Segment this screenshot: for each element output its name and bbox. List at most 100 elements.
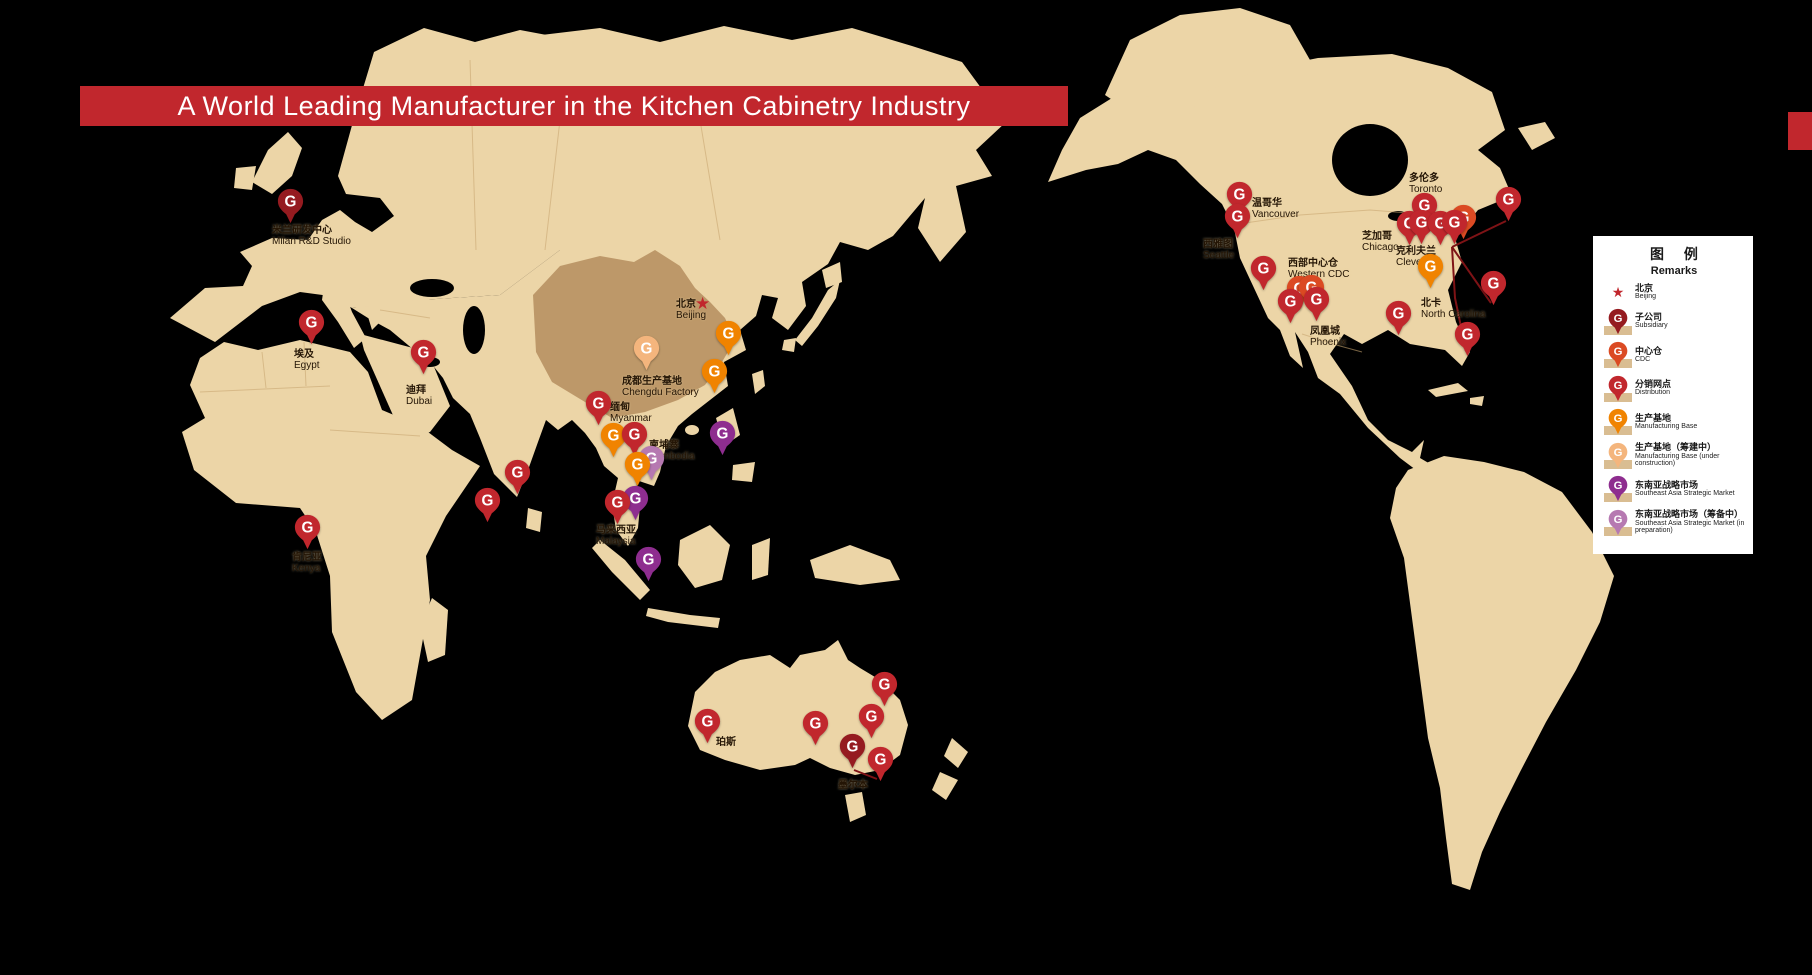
map-pin-phoenix-1[interactable]: G (1277, 288, 1304, 324)
map-pin-milan[interactable]: G (277, 188, 304, 224)
legend-pin-icon-distribution: G (1601, 375, 1635, 402)
beijing-star-icon: ★ (695, 294, 711, 313)
map-label-melbourne: 墨尔本 (838, 780, 868, 791)
map-label-chengdu: 成都生产基地 Chengdu Factory (622, 376, 699, 399)
svg-text:G: G (1448, 214, 1460, 231)
map-pin-southern-us[interactable]: G (1385, 300, 1412, 336)
map-label-vancouver: 温哥华 Vancouver (1252, 198, 1300, 221)
map-pin-phoenix-2[interactable]: G (1303, 286, 1330, 322)
legend-panel: 图 例 Remarks ★ 北京 Beijing G 子公司 Subsidiary G 中心仓… (1593, 236, 1753, 554)
svg-text:G: G (1487, 275, 1499, 292)
map-pin-cambodia[interactable]: G (621, 421, 648, 457)
svg-text:G: G (305, 314, 317, 331)
legend-pin-icon-manufacturing: G (1601, 408, 1635, 436)
svg-text:G: G (1434, 215, 1446, 232)
map-pin-bass-strait[interactable]: G (867, 746, 894, 782)
svg-text:G: G (716, 425, 728, 442)
map-pin-atlantic-south[interactable]: G (1454, 321, 1481, 357)
china-highlight-region (533, 250, 735, 418)
svg-text:G: G (301, 519, 313, 536)
map-label-toronto: 多伦多 Toronto (1409, 173, 1443, 196)
svg-text:G: G (592, 395, 604, 412)
svg-text:G: G (1284, 293, 1296, 310)
map-label-north-carolina: 北卡 North Carolina (1421, 298, 1486, 321)
map-label-egypt: 埃及 Egypt (294, 349, 320, 372)
map-pin-chengdu[interactable]: G (633, 335, 660, 371)
legend-item-sea_market: G 东南亚战略市场 Southeast Asia Strategic Market (1601, 475, 1747, 503)
map-pin-north-carolina[interactable]: G (1417, 253, 1444, 289)
map-pin-atlantic-mid[interactable]: G (1480, 270, 1507, 306)
map-pin-dubai[interactable]: G (410, 339, 437, 375)
map-label-cambodia: 柬埔寨 Cambodia (649, 440, 695, 463)
map-pin-egypt[interactable]: G (298, 309, 325, 345)
map-label-chicago: 芝加哥 Chicago (1362, 231, 1399, 254)
map-pin-myanmar[interactable]: G (585, 390, 612, 426)
map-pin-sydney[interactable]: G (858, 703, 885, 739)
svg-text:G: G (874, 751, 886, 768)
map-pin-kenya[interactable]: G (294, 514, 321, 550)
map-pin-seattle[interactable]: G (1224, 203, 1251, 239)
map-pin-vancouver[interactable]: G (1226, 181, 1253, 217)
map-pin-vietnam[interactable]: G (624, 451, 651, 487)
svg-text:G: G (417, 344, 429, 361)
svg-text:G: G (865, 708, 877, 725)
map-label-milan: 米兰研发中心 Milan R&D Studio (272, 225, 351, 248)
map-label-dubai: 迪拜 Dubai (406, 385, 433, 408)
map-pin-philippines[interactable]: G (709, 420, 736, 456)
svg-text:G: G (645, 450, 657, 467)
legend-pin-icon-manufacturing_uc: G (1601, 442, 1635, 469)
map-pin-toronto[interactable]: G (1411, 192, 1438, 228)
legend-item-sea_market_prep: G 东南亚战略市场（筹备中） Southeast Asia Strategic Ma… (1601, 509, 1747, 536)
svg-text:G: G (1424, 258, 1436, 275)
svg-text:G: G (481, 492, 493, 509)
svg-text:G: G (640, 340, 652, 357)
legend-item-manufacturing: G 生产基地 Manufacturing Base (1601, 408, 1747, 436)
map-pin-brisbane[interactable]: G (871, 671, 898, 707)
map-pin-indonesia[interactable]: G (635, 546, 662, 582)
map-pin-thailand[interactable]: G (600, 422, 627, 458)
map-pin-atlantic-north[interactable]: G (1495, 186, 1522, 222)
svg-text:G: G (629, 490, 641, 507)
svg-text:G: G (1614, 379, 1623, 391)
svg-text:G: G (1231, 208, 1243, 225)
svg-text:G: G (809, 715, 821, 732)
legend-star-icon: ★ (1611, 284, 1625, 301)
legend-rows: ★ 北京 Beijing G 子公司 Subsidiary G 中心仓 CDC G 分销网点 Dist… (1601, 283, 1747, 536)
map-pin-malaysia-market[interactable]: G (622, 485, 649, 521)
map-label-myanmar: 缅甸 Myanmar (610, 402, 652, 425)
svg-text:G: G (878, 676, 890, 693)
legend-item-star: ★ 北京 Beijing (1601, 283, 1747, 301)
map-pin-perth[interactable]: G (694, 708, 721, 744)
legend-item-distribution: G 分销网点 Distribution (1601, 375, 1747, 402)
svg-text:G: G (1502, 191, 1514, 208)
svg-text:G: G (628, 426, 640, 443)
map-label-western-cdc: 西部中心仓 Western CDC (1288, 258, 1350, 281)
svg-text:G: G (1614, 312, 1623, 324)
title-banner: A World Leading Manufacturer in the Kitc… (80, 86, 1068, 126)
map-pin-india-south[interactable]: G (504, 459, 531, 495)
legend-title-en: Remarks (1650, 265, 1698, 277)
svg-text:G: G (611, 494, 623, 511)
svg-text:G: G (284, 193, 296, 210)
map-pin-cleveland-2[interactable]: G (1441, 209, 1468, 245)
map-pin-adelaide[interactable]: G (802, 710, 829, 746)
svg-text:G: G (511, 464, 523, 481)
map-pin-china-coast-2[interactable]: G (701, 358, 728, 394)
svg-text:G: G (1233, 186, 1245, 203)
svg-text:G: G (1392, 305, 1404, 322)
map-pin-malaysia[interactable]: G (604, 489, 631, 525)
legend-item-subsidiary: G 子公司 Subsidiary (1601, 308, 1747, 335)
map-pin-chicago-2[interactable]: G (1408, 209, 1435, 245)
svg-text:G: G (1310, 291, 1322, 308)
svg-text:G: G (631, 456, 643, 473)
map-pin-india-west[interactable]: G (474, 487, 501, 523)
svg-text:G: G (1257, 260, 1269, 277)
svg-text:G: G (701, 713, 713, 730)
map-label-kenya: 肯尼亚 Kenya (292, 552, 322, 575)
svg-text:G: G (1418, 197, 1430, 214)
map-pin-melbourne[interactable]: G (839, 733, 866, 769)
map-pin-california[interactable]: G (1250, 255, 1277, 291)
map-pin-china-coast-1[interactable]: G (715, 320, 742, 356)
svg-text:G: G (1614, 513, 1623, 525)
